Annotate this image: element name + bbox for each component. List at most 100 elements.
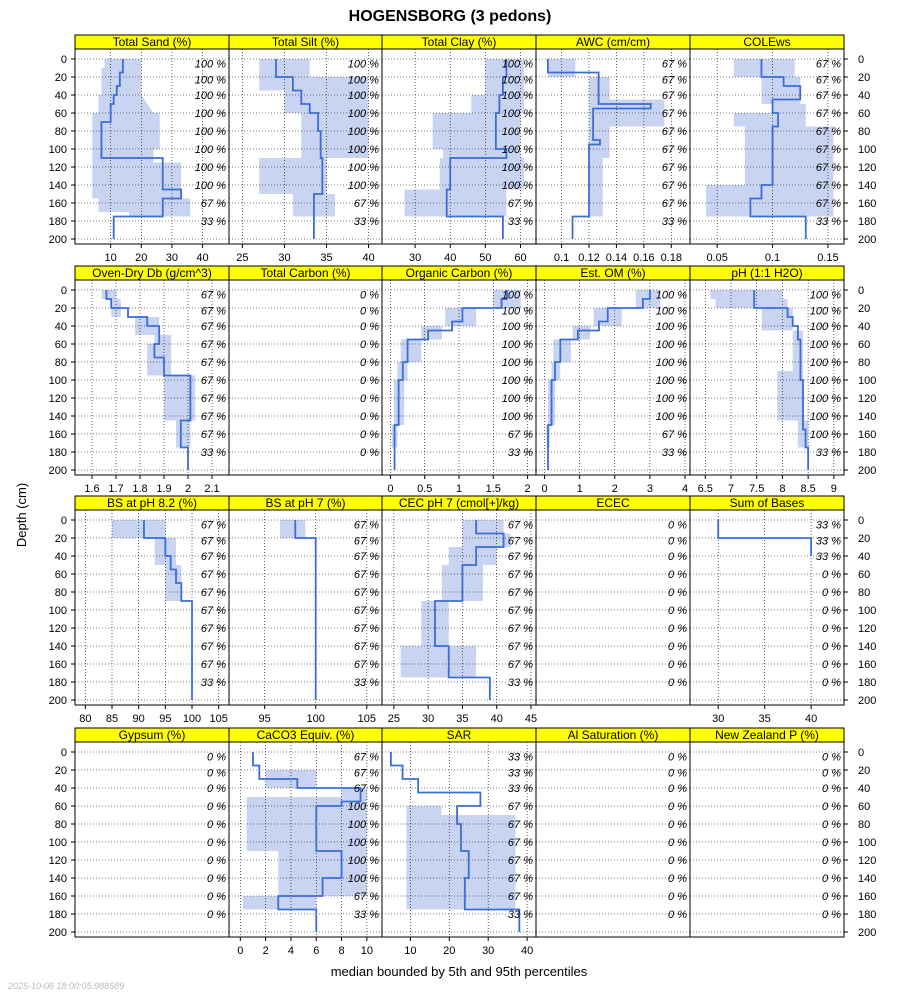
panel-border <box>689 48 845 245</box>
x-tick-label: 30 <box>712 713 724 725</box>
y-tick-label-left: 180 <box>49 909 67 921</box>
percent-label: 0 % <box>668 891 687 903</box>
panel: CEC pH 7 (cmol[+]/kg) 67 % 67 % 67 % 67 % 67 … <box>381 495 537 725</box>
percent-label: 100 % <box>502 59 533 71</box>
percent-label: 100 % <box>348 75 379 87</box>
percent-label: 67 % <box>354 623 379 635</box>
y-tick-label-left: 80 <box>55 357 67 369</box>
percent-label: 67 % <box>816 180 841 192</box>
y-tick-label-right: 200 <box>858 927 876 939</box>
percent-label: 67 % <box>354 891 379 903</box>
y-tick-label-left: 180 <box>49 216 67 228</box>
percent-label: 67 % <box>201 198 226 210</box>
x-tick-label: 35 <box>456 713 468 725</box>
percent-label: 33 % <box>508 752 533 764</box>
y-tick-label-right: 20 <box>858 72 870 84</box>
median-line <box>294 520 317 700</box>
percent-label: 0 % <box>668 551 687 563</box>
median-line <box>100 59 183 239</box>
x-tick-label: 4 <box>288 945 294 957</box>
percent-label: 100 % <box>195 59 226 71</box>
y-tick-label-right: 60 <box>858 801 870 813</box>
percent-label: 67 % <box>354 520 379 532</box>
percent-label: 100 % <box>656 357 687 369</box>
y-tick-label-right: 160 <box>858 659 876 671</box>
percent-label: 100 % <box>502 290 533 302</box>
panel: Total Silt (%) 100 % 100 % 100 % 100 % 100 % 1… <box>228 34 383 264</box>
percent-label: 0 % <box>822 659 841 671</box>
y-tick-label-right: 80 <box>858 126 870 138</box>
percent-label: 67 % <box>201 641 226 653</box>
percent-label: 67 % <box>354 198 379 210</box>
percent-label: 67 % <box>816 162 841 174</box>
percent-label: 33 % <box>662 216 687 228</box>
panel: ECEC 0 % 0 % 0 % 0 % 0 % 0 % 0 % 0 % 0 % 0 % <box>535 495 691 706</box>
percent-label: 0 % <box>668 752 687 764</box>
x-tick-label: 40 <box>491 713 503 725</box>
y-tick-label-left: 20 <box>55 72 67 84</box>
y-tick-label-left: 60 <box>55 569 67 581</box>
percent-label: 0 % <box>822 873 841 885</box>
y-tick-label-left: 20 <box>55 765 67 777</box>
percent-label: 67 % <box>201 321 226 333</box>
percent-label: 67 % <box>662 162 687 174</box>
panel: CaCO3 Equiv. (%) 67 % 67 % 67 % 100 % 100 % 10… <box>228 727 383 957</box>
percent-label: 67 % <box>354 752 379 764</box>
percent-label: 67 % <box>662 144 687 156</box>
y-tick-label-left: 80 <box>55 126 67 138</box>
y-tick-label-left: 200 <box>49 234 67 246</box>
x-tick-label: 30 <box>166 252 178 264</box>
percent-label: 100 % <box>348 837 379 849</box>
panel-border <box>74 741 230 938</box>
panel-strip-label: CEC pH 7 (cmol[+]/kg) <box>399 496 519 510</box>
x-tick-label: 60 <box>514 252 526 264</box>
percent-label: 100 % <box>810 290 841 302</box>
percent-label: 100 % <box>810 429 841 441</box>
percent-label: 67 % <box>201 659 226 671</box>
percentile-band <box>101 290 196 448</box>
y-tick-label-right: 80 <box>858 819 870 831</box>
percent-label: 100 % <box>502 411 533 423</box>
y-tick-label-right: 80 <box>858 357 870 369</box>
y-tick-label-right: 60 <box>858 569 870 581</box>
percent-label: 67 % <box>508 429 533 441</box>
y-tick-label-left: 140 <box>49 873 67 885</box>
y-tick-label-left: 100 <box>49 144 67 156</box>
y-tick-label-left: 200 <box>49 465 67 477</box>
y-tick-label-left: 40 <box>55 783 67 795</box>
x-tick-label: 1.7 <box>108 483 123 495</box>
y-tick-label-left: 160 <box>49 198 67 210</box>
percent-label: 33 % <box>354 677 379 689</box>
x-tick-label: 0.1 <box>765 252 780 264</box>
percent-label: 67 % <box>201 536 226 548</box>
panel: BS at pH 8.2 (%) 67 % 67 % 67 % 67 % 67 % 67 %… <box>74 495 230 725</box>
panel: Total Sand (%)100 %100 %100 %100 %100 %1… <box>74 34 230 264</box>
x-tick-label: 95 <box>259 713 271 725</box>
percent-label: 0 % <box>822 677 841 689</box>
y-tick-label-right: 100 <box>858 375 876 387</box>
y-tick-label-right: 100 <box>858 605 876 617</box>
x-tick-label: 0.12 <box>578 252 599 264</box>
percent-label: 0 % <box>207 891 226 903</box>
percent-label: 100 % <box>348 801 379 813</box>
median-line <box>546 59 652 239</box>
percent-label: 100 % <box>810 375 841 387</box>
panel: Total Clay (%) 100 % 100 % 100 % 100 % 100 % 1… <box>381 34 537 264</box>
percent-label: 67 % <box>662 108 687 120</box>
panel-strip-label: ECEC <box>596 496 630 510</box>
y-tick-label-right: 40 <box>858 551 870 563</box>
x-tick-label: 2 <box>525 483 531 495</box>
percent-label: 100 % <box>195 108 226 120</box>
y-tick-label-left: 200 <box>49 927 67 939</box>
percent-label: 67 % <box>662 75 687 87</box>
x-tick-label: 0.14 <box>606 252 627 264</box>
median-line <box>389 752 521 932</box>
x-tick-label: 0.1 <box>554 252 569 264</box>
percent-label: 67 % <box>508 520 533 532</box>
y-tick-label-left: 100 <box>49 375 67 387</box>
percent-label: 100 % <box>348 144 379 156</box>
y-tick-label-right: 60 <box>858 108 870 120</box>
percent-label: 67 % <box>201 623 226 635</box>
percent-label: 33 % <box>816 447 841 459</box>
percent-label: 0 % <box>668 623 687 635</box>
